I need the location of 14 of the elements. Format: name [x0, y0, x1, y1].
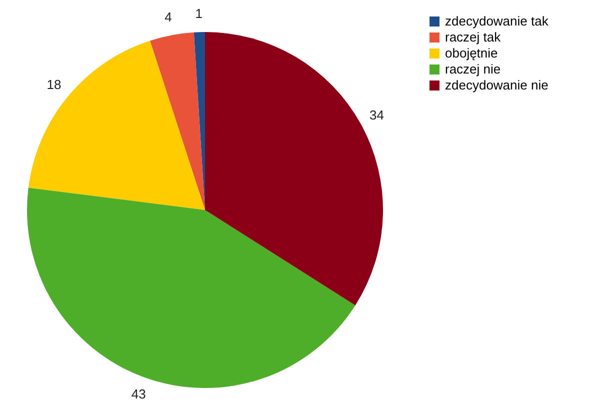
pie-slice [28, 40, 205, 210]
legend-label: raczej nie [445, 62, 501, 76]
legend-label: obojętnie [445, 46, 498, 60]
data-label: 43 [131, 386, 146, 402]
legend-label: raczej tak [445, 30, 502, 44]
data-label: 1 [195, 6, 202, 22]
legend-label: zdecydowanie tak [445, 14, 549, 28]
data-label: 18 [46, 77, 62, 92]
legend-label: zdecydowanie nie [445, 78, 548, 92]
data-label: 4 [164, 9, 172, 24]
pie-slice [205, 32, 383, 306]
pie-slice [150, 32, 205, 210]
data-label: 34 [370, 108, 384, 123]
pie-slice [27, 188, 356, 388]
